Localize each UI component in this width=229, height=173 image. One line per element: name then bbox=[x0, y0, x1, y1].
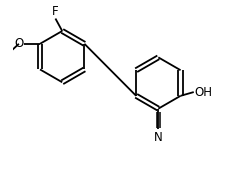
Text: O: O bbox=[14, 37, 23, 50]
Text: OH: OH bbox=[193, 86, 211, 99]
Text: N: N bbox=[153, 131, 162, 144]
Text: F: F bbox=[52, 5, 58, 18]
